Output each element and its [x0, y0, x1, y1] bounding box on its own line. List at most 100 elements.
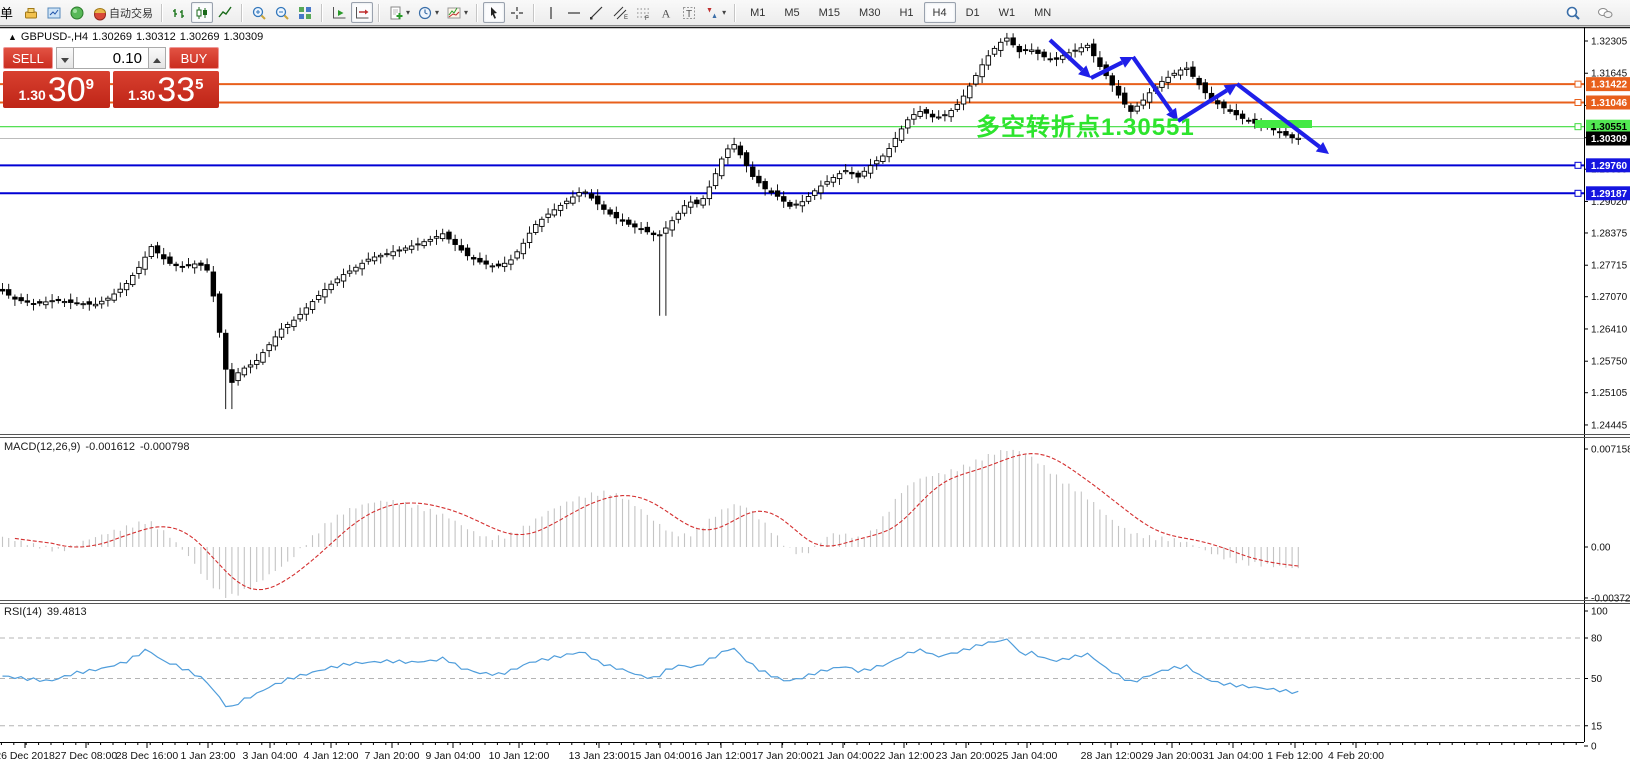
tile-windows-button[interactable]	[294, 2, 316, 23]
volume-decrease-button[interactable]	[56, 47, 74, 69]
buy-button[interactable]: BUY	[169, 47, 219, 69]
chart-window-icon[interactable]	[43, 2, 65, 23]
chart-shift-button[interactable]	[351, 2, 374, 23]
trendline-button[interactable]	[586, 2, 608, 23]
volume-increase-button[interactable]	[148, 47, 166, 69]
horizontal-line-button[interactable]	[563, 2, 585, 23]
zoomin-icon	[251, 5, 267, 21]
dropdown-caret-icon: ▾	[464, 8, 469, 17]
svg-text:16 Jan 12:00: 16 Jan 12:00	[691, 750, 752, 762]
timeframe-W1[interactable]: W1	[990, 2, 1025, 23]
svg-text:25 Jan 04:00: 25 Jan 04:00	[997, 750, 1058, 762]
news-sound-icon[interactable]	[66, 2, 88, 23]
sell-price-sup: 9	[85, 76, 94, 93]
new-order-button[interactable]: ▾	[385, 2, 413, 23]
timeframe-H1[interactable]: H1	[890, 2, 922, 23]
svg-text:9 Jan 04:00: 9 Jan 04:00	[426, 750, 481, 762]
periods-button[interactable]: ▾	[414, 2, 442, 23]
crosshair-button[interactable]	[506, 2, 528, 23]
tiles-icon	[297, 5, 313, 21]
buy-price-sup: 5	[195, 76, 204, 93]
candles-layer	[0, 32, 1301, 410]
svg-text:1.29187: 1.29187	[1591, 189, 1628, 200]
rsi-name: RSI(14)	[4, 606, 42, 618]
svg-text:29 Jan 20:00: 29 Jan 20:00	[1142, 750, 1203, 762]
highlight-box	[1255, 120, 1312, 128]
toolbar-separator	[734, 3, 737, 22]
volume-stepper	[56, 47, 166, 69]
svg-text:1.28375: 1.28375	[1591, 228, 1628, 239]
text-button[interactable]: A	[655, 2, 677, 23]
timeframe-M5[interactable]: M5	[775, 2, 808, 23]
search-button[interactable]	[1562, 2, 1584, 23]
line-chart-button[interactable]	[214, 2, 236, 23]
cursor-button[interactable]	[483, 2, 506, 23]
autotrade-button[interactable]: 自动交易	[89, 2, 156, 23]
dropdown-caret-icon: ▾	[406, 8, 411, 17]
arrows-button[interactable]: ▾	[701, 2, 729, 23]
bar-chart-button[interactable]	[168, 2, 190, 23]
triangle-up-icon	[153, 57, 161, 63]
svg-text:1.27715: 1.27715	[1591, 261, 1628, 272]
timeframe-MN[interactable]: MN	[1025, 2, 1060, 23]
textT-icon: T	[681, 5, 697, 21]
svg-text:E: E	[624, 15, 628, 21]
trend-arrows	[1048, 38, 1329, 154]
templates-button[interactable]: ▾	[443, 2, 471, 23]
timeframe-D1[interactable]: D1	[957, 2, 989, 23]
buy-price-big: 33	[157, 71, 196, 109]
volume-input[interactable]	[74, 47, 148, 69]
sell-button[interactable]: SELL	[3, 47, 53, 69]
timeframe-M30[interactable]: M30	[850, 2, 889, 23]
timeframe-H4[interactable]: H4	[923, 2, 956, 23]
buy-price[interactable]: 1.30 33 5	[112, 71, 219, 109]
svg-text:1.29760: 1.29760	[1591, 161, 1628, 172]
zoom-out-button[interactable]	[271, 2, 293, 23]
toolbar-separator	[161, 3, 164, 22]
shapes-icon	[704, 5, 720, 21]
zoom-in-button[interactable]	[248, 2, 270, 23]
channel-icon: E	[612, 5, 628, 21]
svg-text:50: 50	[1591, 674, 1603, 685]
svg-text:15: 15	[1591, 721, 1603, 732]
svg-text:-0.003723: -0.003723	[1591, 593, 1630, 604]
svg-text:1.31422: 1.31422	[1591, 80, 1628, 91]
svg-text:21 Jan 04:00: 21 Jan 04:00	[813, 750, 874, 762]
buy-price-prefix: 1.30	[128, 87, 156, 103]
svg-text:27 Dec 08:00: 27 Dec 08:00	[55, 750, 118, 762]
fibonacci-button[interactable]: F	[632, 2, 654, 23]
svg-text:28 Dec 16:00: 28 Dec 16:00	[116, 750, 179, 762]
svg-text:T: T	[686, 9, 692, 20]
chat-button[interactable]	[1594, 2, 1616, 23]
cursor-icon	[486, 5, 502, 21]
panel-separators	[0, 434, 1630, 604]
dropdown-caret-icon: ▾	[435, 8, 440, 17]
crosshair-icon	[509, 5, 525, 21]
timeframe-M15[interactable]: M15	[810, 2, 849, 23]
autoscroll-icon	[331, 5, 347, 21]
chart-annotation-text[interactable]: 多空转折点1.30551	[976, 114, 1195, 141]
svg-text:0.00: 0.00	[1591, 543, 1611, 554]
sell-price[interactable]: 1.30 30 9	[3, 71, 110, 108]
macd-value-main: -0.001612	[85, 441, 135, 453]
svg-text:1.30551: 1.30551	[1591, 122, 1628, 133]
price-level-lines	[0, 83, 1584, 195]
svg-text:7 Jan 20:00: 7 Jan 20:00	[365, 750, 420, 762]
channel-button[interactable]: E	[609, 2, 631, 23]
gold-order-icon[interactable]	[20, 2, 42, 23]
vertical-line-button[interactable]	[540, 2, 562, 23]
auto-scroll-button[interactable]	[328, 2, 350, 23]
dropdown-caret-icon: ▾	[722, 8, 727, 17]
candlestick-chart-button[interactable]	[191, 2, 214, 23]
timeframe-M1[interactable]: M1	[741, 2, 774, 23]
text-label-button[interactable]: T	[678, 2, 700, 23]
macd-indicator-label: MACD(12,26,9) -0.001612 -0.000798	[4, 441, 195, 453]
window-frame	[0, 26, 1630, 743]
toolbar: 单 自动交易 ▾ ▾ ▾ E F A T ▾ M1 M5 M15 M30 H1 H4 D1 W1 MN	[0, 0, 1630, 26]
triangle-down-icon	[61, 57, 69, 63]
svg-text:1 Feb 12:00: 1 Feb 12:00	[1267, 750, 1323, 762]
hline-icon	[566, 5, 582, 21]
bars-icon	[171, 5, 187, 21]
